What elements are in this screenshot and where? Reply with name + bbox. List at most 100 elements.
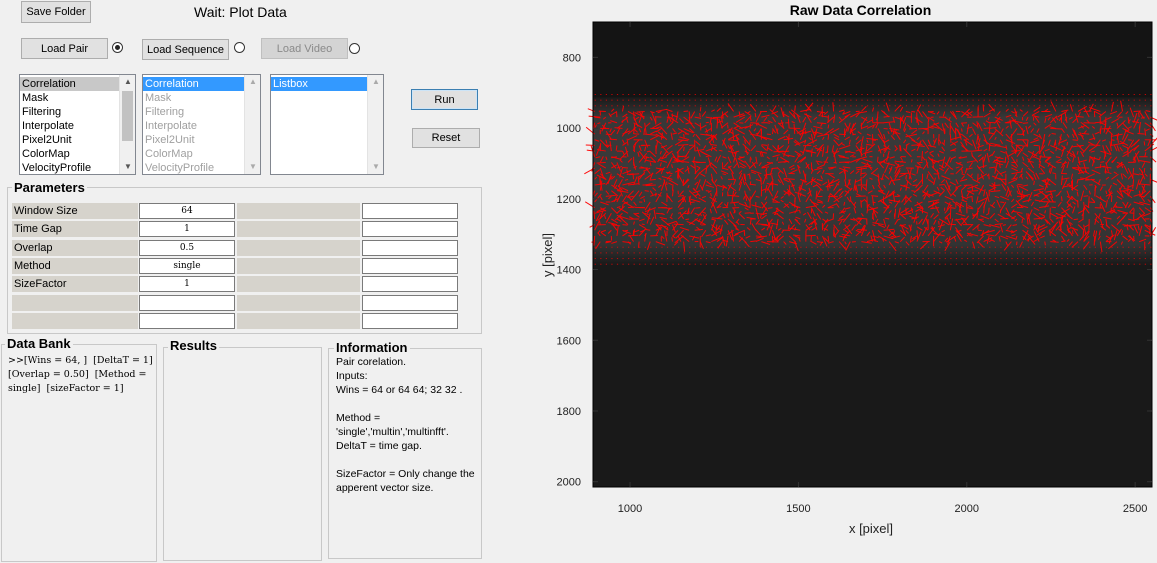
scroll-up-icon[interactable]: ▲ <box>249 77 257 86</box>
velocity-vector <box>1072 133 1075 139</box>
listbox-item[interactable]: Filtering <box>22 106 62 118</box>
velocity-vector <box>771 110 779 115</box>
velocity-vector <box>1044 210 1047 214</box>
velocity-vector <box>761 145 767 151</box>
velocity-vector <box>1060 164 1066 174</box>
save-folder-button[interactable]: Save Folder <box>21 1 91 23</box>
load-sequence-button[interactable]: Load Sequence <box>142 39 229 60</box>
param-value-field-extra[interactable] <box>362 312 458 329</box>
velocity-vector <box>755 195 760 198</box>
velocity-vector <box>745 235 751 239</box>
param-value-field-extra[interactable] <box>362 294 458 311</box>
velocity-vector <box>785 135 790 141</box>
param-value-field-extra[interactable] <box>362 203 458 219</box>
velocity-vector <box>916 231 922 242</box>
velocity-vector <box>838 241 847 250</box>
velocity-vector <box>881 238 885 242</box>
listbox-item[interactable]: VelocityProfile <box>22 162 92 174</box>
velocity-vector <box>709 196 718 203</box>
operation-listbox-disabled[interactable]: Correlation Mask Filtering Interpolate Pixel… <box>142 74 261 175</box>
velocity-vector <box>865 179 868 190</box>
velocity-vector <box>1038 163 1046 169</box>
load-pair-radio[interactable] <box>112 42 123 53</box>
velocity-vector <box>777 144 780 152</box>
scroll-up-icon[interactable]: ▲ <box>124 77 132 86</box>
velocity-vector <box>702 214 707 220</box>
velocity-vector <box>1066 224 1070 233</box>
param-value-field-extra[interactable] <box>362 239 458 256</box>
velocity-vector <box>856 167 868 171</box>
generic-listbox[interactable]: Listbox ▲ ▼ <box>270 74 384 175</box>
velocity-vector <box>888 231 894 237</box>
param-value-field-extra[interactable] <box>362 221 458 238</box>
listbox-item[interactable]: Mask <box>22 92 49 104</box>
velocity-vector <box>751 161 757 169</box>
load-sequence-radio[interactable] <box>234 42 245 53</box>
param-value-field[interactable]: 0.5 <box>139 239 235 256</box>
velocity-vector <box>944 167 950 174</box>
velocity-vector <box>1031 115 1040 118</box>
velocity-vector <box>922 214 928 225</box>
listbox-scrollbar[interactable]: ▲ ▼ <box>119 75 135 174</box>
velocity-vector <box>644 156 648 163</box>
param-value-field[interactable] <box>139 294 235 311</box>
param-value-field-extra[interactable] <box>362 257 458 274</box>
velocity-vector <box>1048 133 1051 138</box>
velocity-vector <box>738 172 743 180</box>
velocity-vector <box>711 217 723 220</box>
velocity-vector <box>986 212 990 216</box>
param-value-field[interactable]: single <box>139 257 235 274</box>
listbox-item[interactable]: ColorMap <box>22 148 70 160</box>
velocity-vector <box>780 156 790 163</box>
velocity-vector <box>1055 116 1059 121</box>
velocity-vector <box>944 212 951 219</box>
listbox-item[interactable]: Pixel2Unit <box>145 134 195 146</box>
reset-button[interactable]: Reset <box>412 128 480 148</box>
param-value-field[interactable]: 1 <box>139 221 235 238</box>
load-video-button[interactable]: Load Video <box>261 38 348 59</box>
param-value-field[interactable]: 1 <box>139 276 235 293</box>
listbox-item[interactable]: Listbox <box>271 77 367 91</box>
listbox-scrollbar[interactable]: ▲ ▼ <box>244 75 260 174</box>
velocity-vector <box>844 150 851 154</box>
velocity-vector <box>794 241 799 252</box>
velocity-vector <box>646 241 651 250</box>
velocity-vector <box>699 112 701 118</box>
listbox-item[interactable]: Correlation <box>20 77 119 91</box>
run-button[interactable]: Run <box>411 89 478 110</box>
listbox-item[interactable]: Pixel2Unit <box>22 134 72 146</box>
listbox-item[interactable]: Filtering <box>145 106 185 118</box>
param-value-field-extra[interactable] <box>362 276 458 293</box>
load-video-radio[interactable] <box>349 43 360 54</box>
listbox-item[interactable]: VelocityProfile <box>145 162 215 174</box>
velocity-vector <box>616 162 622 172</box>
velocity-vector <box>822 169 825 174</box>
scroll-down-icon[interactable]: ▼ <box>372 162 380 171</box>
velocity-vector <box>692 156 696 164</box>
velocity-vector <box>641 211 651 220</box>
load-pair-button[interactable]: Load Pair <box>21 38 108 59</box>
listbox-scrollbar[interactable]: ▲ ▼ <box>367 75 383 174</box>
velocity-vector <box>716 118 719 129</box>
velocity-vector <box>681 197 685 203</box>
param-value-field[interactable]: 64 <box>139 203 235 219</box>
velocity-vector <box>705 234 711 237</box>
velocity-vector <box>1138 207 1146 214</box>
velocity-vector <box>894 219 898 225</box>
velocity-vector <box>666 121 674 129</box>
scroll-down-icon[interactable]: ▼ <box>249 162 257 171</box>
listbox-item[interactable]: Interpolate <box>145 120 197 132</box>
listbox-item[interactable]: Interpolate <box>22 120 74 132</box>
velocity-vector <box>988 122 991 135</box>
operation-listbox[interactable]: Correlation Mask Filtering Interpolate Pixel… <box>19 74 136 175</box>
velocity-vector <box>687 208 690 214</box>
param-value-field[interactable] <box>139 312 235 329</box>
scroll-down-icon[interactable]: ▼ <box>124 162 132 171</box>
velocity-vector <box>761 241 771 246</box>
scroll-up-icon[interactable]: ▲ <box>372 77 380 86</box>
listbox-item[interactable]: Mask <box>145 92 172 104</box>
velocity-vector <box>805 224 811 231</box>
listbox-item[interactable]: Correlation <box>143 77 244 91</box>
listbox-item[interactable]: ColorMap <box>145 148 193 160</box>
